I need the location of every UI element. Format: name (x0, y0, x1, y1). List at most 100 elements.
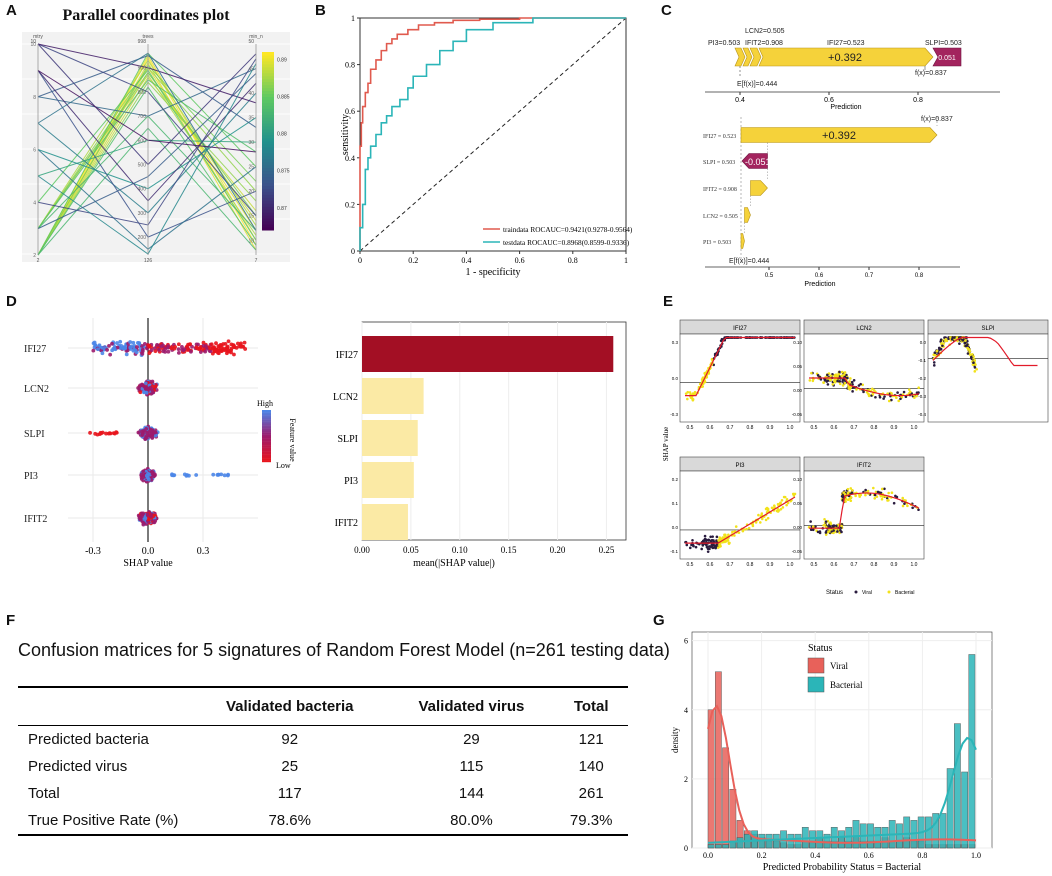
density-curve (707, 704, 977, 844)
dependence-point (881, 495, 885, 498)
shap-point (139, 514, 144, 519)
legend-label: testdata ROCAUC=0.8968(0.8599-0.9336) (503, 238, 630, 247)
dependence-point (843, 493, 847, 496)
dependence-point (745, 527, 748, 531)
colorbar-segment (262, 182, 274, 186)
shap-point (232, 344, 237, 349)
legend-gradient-segment (262, 450, 271, 452)
dependence-point (966, 352, 970, 355)
dependence-point (693, 390, 697, 394)
dependence-point (826, 373, 829, 377)
category-label: IFI27 (336, 350, 358, 361)
shap-point (145, 512, 150, 517)
dependence-point (759, 521, 762, 524)
confusion-matrix-title: Confusion matrices for 5 signatures of R… (18, 640, 670, 660)
legend-swatch (807, 676, 825, 693)
dependence-point (824, 533, 828, 536)
waterfall-bar (740, 127, 938, 143)
dependence-point (809, 528, 813, 532)
waterfall-x-tick-label: 0.5 (765, 273, 774, 279)
shap-point (141, 511, 146, 516)
dependence-point (938, 347, 941, 350)
dependence-point (840, 530, 843, 534)
dependence-point (809, 520, 812, 523)
colorbar-segment (262, 218, 274, 222)
panel-label-d: D (6, 293, 17, 310)
shap-point (190, 344, 194, 349)
dependence-point (757, 513, 760, 517)
x-tick-label: 0.5 (687, 562, 694, 568)
dependence-point (783, 495, 787, 499)
colorbar-segment (262, 96, 274, 100)
facet-panel (927, 333, 1049, 423)
legend-gradient-segment (262, 452, 271, 455)
dependence-point (901, 504, 905, 508)
dependence-point (828, 529, 831, 533)
legend-gradient-segment (262, 446, 271, 448)
table-cell: 121 (578, 731, 604, 748)
shap-point (182, 347, 187, 352)
dependence-point (829, 374, 833, 378)
dependence-point (781, 506, 785, 509)
waterfall-x-tick-label: 0.8 (915, 273, 924, 279)
legend-title: Status (826, 590, 843, 596)
shap-point (114, 430, 119, 435)
dependence-point (883, 395, 886, 398)
legend-gradient-segment (262, 447, 271, 450)
shap-point (93, 343, 98, 348)
colorbar-segment (262, 84, 274, 89)
axis-name: mtry (33, 34, 43, 40)
dependence-point (733, 534, 736, 537)
axis-tick-label: 700 (138, 114, 147, 120)
colorbar-segment (262, 90, 274, 95)
shap-point (149, 348, 154, 353)
shap-point (141, 521, 146, 526)
colorbar-segment (262, 129, 274, 133)
axis-tick-label: 35 (248, 116, 254, 122)
dependence-point (686, 390, 690, 394)
legend-gradient-segment (262, 425, 271, 428)
shap-point (142, 342, 147, 346)
waterfall-bar (744, 207, 751, 223)
dependence-point (700, 547, 703, 551)
shap-point (224, 347, 229, 352)
dependence-point (935, 350, 939, 353)
colorbar-segment (262, 87, 274, 92)
colorbar-segment (262, 52, 274, 56)
waterfall-fx-label: f(x)=0.837 (921, 116, 953, 123)
dependence-point (849, 377, 852, 380)
colorbar-segment (262, 69, 274, 74)
dependence-point (832, 529, 835, 532)
legend-gradient-segment (262, 417, 271, 420)
shap-point (194, 345, 199, 350)
dependence-point (727, 533, 730, 537)
smooth-curve (809, 377, 920, 397)
dependence-point (865, 390, 869, 394)
axis-tick-label: 30 (248, 140, 254, 146)
x-axis-label: Predicted Probability Status = Bacterial (763, 862, 922, 873)
waterfall-bar (740, 233, 745, 249)
dependence-point (836, 379, 839, 383)
shap-point (143, 516, 148, 521)
dependence-point (958, 342, 961, 345)
dependence-point (862, 390, 865, 394)
row-label: Predicted virus (28, 758, 128, 775)
dependence-point (887, 491, 890, 495)
dependence-point (838, 382, 842, 386)
y-tick-label: 0.05 (793, 364, 802, 369)
legend-gradient-segment (262, 429, 271, 431)
y-tick-label: 1 (351, 14, 355, 23)
x-tick-label: 1.0 (787, 425, 794, 431)
category-label: IFIT2 (335, 518, 358, 529)
shap-point (218, 348, 222, 353)
dependence-point (776, 510, 780, 513)
shap-point (194, 342, 199, 347)
facet-title: IFI27 (733, 326, 747, 332)
shap-point (147, 351, 152, 356)
colorbar-segment (262, 197, 274, 201)
smooth-curve (685, 336, 795, 397)
x-tick-label: 0.8 (747, 562, 754, 568)
dependence-point (833, 378, 836, 381)
dependence-point (871, 392, 875, 396)
